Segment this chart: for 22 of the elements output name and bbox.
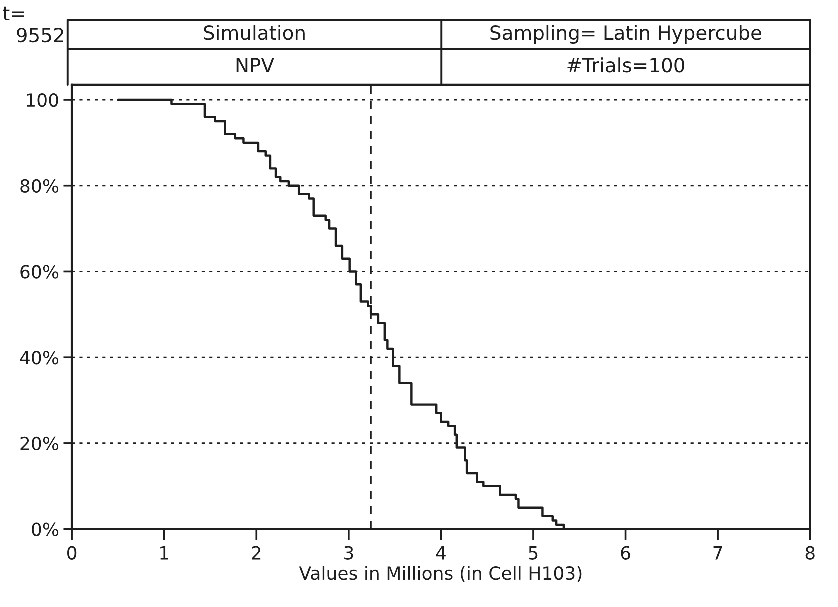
y-tick-label: 60% bbox=[20, 265, 59, 279]
x-tick-label: 8 bbox=[806, 546, 815, 560]
y-tick-label: 40% bbox=[20, 351, 59, 365]
y-tick-label: 100 bbox=[27, 93, 58, 108]
text: Sampling= Latin Hypercube bbox=[490, 25, 762, 44]
text: #Trials=100 bbox=[568, 58, 684, 73]
x-tick-label: 7 bbox=[714, 546, 722, 560]
x-tick-label: 6 bbox=[621, 546, 630, 560]
y-tick-label: 0% bbox=[32, 522, 59, 536]
x-tick-label: 0 bbox=[68, 546, 77, 560]
text: 9552 bbox=[17, 28, 64, 43]
x-tick-label: 1 bbox=[160, 546, 168, 560]
x-tick-label: 2 bbox=[252, 546, 261, 560]
y-tick-label: 80% bbox=[20, 179, 59, 193]
x-axis-title: Values in Millions (in Cell H103) bbox=[299, 566, 582, 582]
y-tick-label: 20% bbox=[20, 436, 59, 451]
x-tick-label: 5 bbox=[529, 546, 538, 560]
x-tick-label: 3 bbox=[344, 546, 354, 560]
x-tick-label: 4 bbox=[436, 546, 446, 560]
chart-title: Simulation bbox=[204, 25, 305, 40]
text: t= bbox=[3, 6, 24, 21]
chart-subtitle: NPV bbox=[236, 58, 274, 72]
